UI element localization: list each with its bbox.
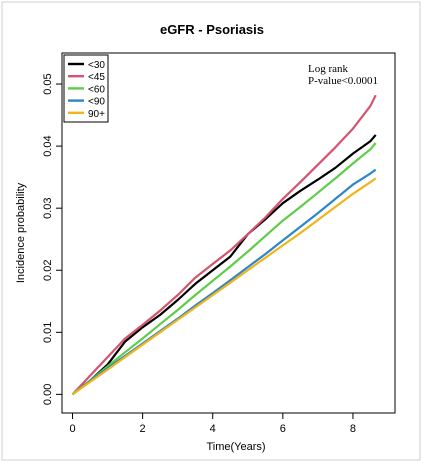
x-tick-label: 6 (280, 423, 286, 435)
y-axis: 0.00 0.01 0.02 0.03 0.04 0.05 (42, 73, 62, 405)
x-axis-label: Time(Years) (206, 441, 265, 453)
y-tick-label: 0.04 (42, 135, 54, 156)
plot-area (61, 52, 396, 414)
y-axis-label: Incidence probability (15, 182, 27, 283)
y-tick-label: 0.00 (42, 384, 54, 405)
legend-label: <60 (88, 84, 105, 95)
series-lines (71, 94, 377, 396)
x-tick-label: 0 (69, 423, 75, 435)
x-tick-label: 8 (350, 423, 356, 435)
legend-label: 90+ (88, 109, 105, 120)
x-axis: 0 2 4 6 8 (69, 413, 356, 435)
y-tick-label: 0.01 (42, 322, 54, 343)
chart-title: eGFR - Psoriasis (160, 22, 264, 37)
legend-label: <30 (88, 60, 105, 71)
series-line (71, 94, 377, 396)
x-tick-label: 4 (210, 423, 216, 435)
y-tick-label: 0.05 (42, 73, 54, 94)
log-rank-annotation: Log rank (308, 63, 349, 75)
legend-label: <90 (88, 97, 105, 108)
y-tick-label: 0.03 (42, 197, 54, 218)
series-line (71, 142, 377, 396)
series-line (71, 177, 377, 396)
legend-label: <45 (88, 72, 105, 83)
y-tick-label: 0.02 (42, 260, 54, 281)
p-value-annotation: P-value<0.0001 (308, 75, 378, 87)
x-tick-label: 2 (140, 423, 146, 435)
series-line (71, 134, 377, 396)
